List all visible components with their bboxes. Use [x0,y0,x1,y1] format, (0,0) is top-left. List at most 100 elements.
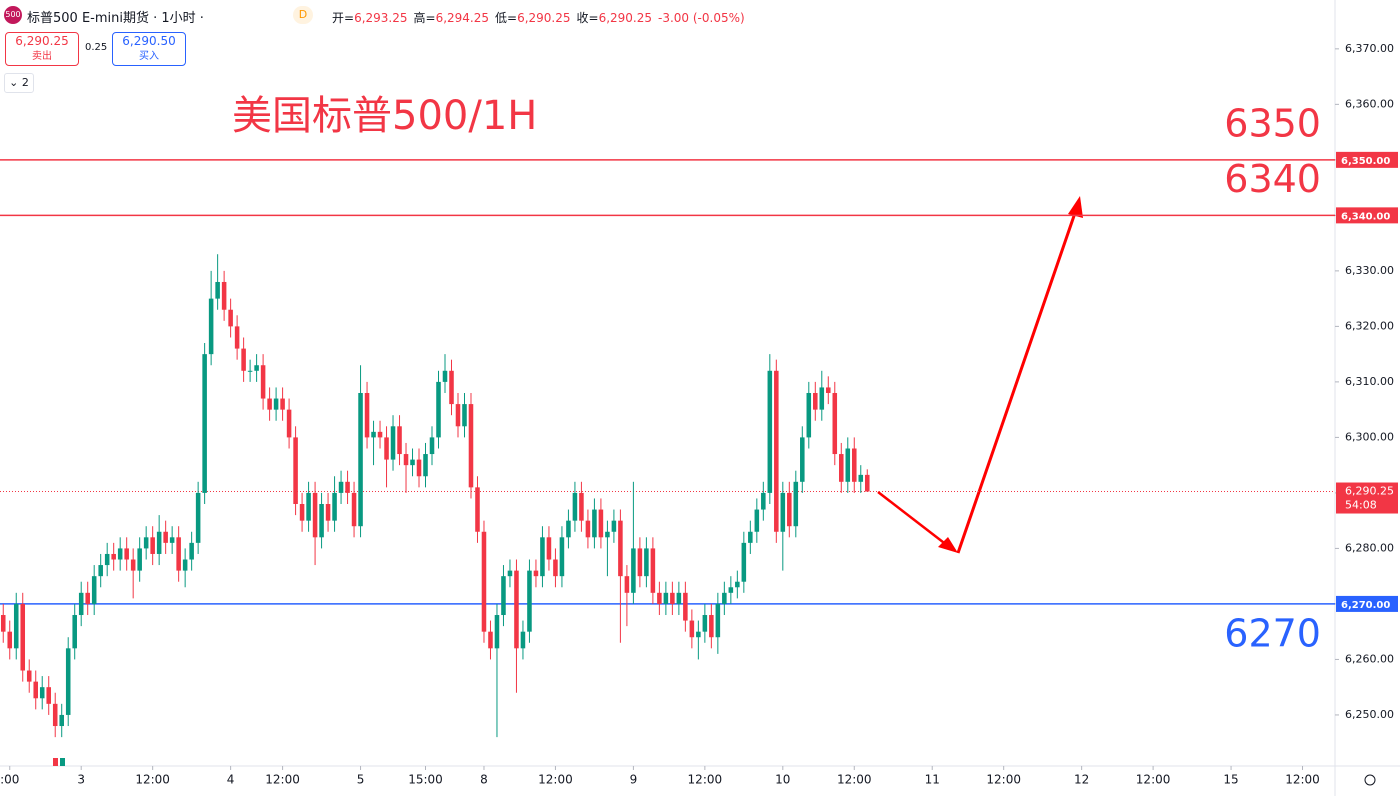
candle-body [39,687,45,699]
candle-body [741,542,747,582]
candle-body [390,426,396,460]
candle-body [130,559,136,571]
candle-body [150,537,155,554]
ohlc-value: 6,290.25 [517,11,571,25]
change: -3.00 (-0.05%) [658,11,745,25]
x-tick-label: 12:00 [265,773,300,787]
candle-body [332,492,337,521]
x-tick-label: :00 [0,773,19,787]
candle-body [377,431,383,438]
ohlc-value: 6,294.25 [435,11,489,25]
level-badge-label: 6,350.00 [1341,156,1390,167]
candle-body [85,592,90,604]
candle-body [644,548,649,577]
candle-body [20,603,26,671]
level-badge [1336,151,1398,168]
candle-body [864,474,870,492]
candle-body [0,615,6,632]
candle-body [176,537,181,571]
candle-body [98,565,103,577]
candle-body [195,492,201,543]
candle-body [650,548,656,593]
candle-body [462,404,467,427]
candle-body [33,681,39,699]
candle-body [722,592,727,604]
status-badge: D [293,6,313,24]
candle-body [338,481,344,493]
x-tick-label: 15:00 [408,773,443,787]
candle-body [709,615,714,638]
candle-body [728,587,734,593]
candle-body [65,648,71,715]
candle-body [104,553,110,566]
candle-body [273,398,279,410]
candle-body [832,392,838,455]
y-tick-label: 6,370.00 [1345,42,1394,55]
y-tick-label: 6,280.00 [1345,541,1394,554]
candle-body [202,354,207,493]
settings-icon[interactable] [1364,774,1376,786]
candle-body [59,714,64,727]
candle-body [156,531,162,554]
candle-body [657,592,662,604]
candle-body [52,703,58,727]
ohlc-value: 6,290.25 [598,11,652,25]
candle-body [111,553,116,560]
marker [60,758,65,766]
candle-body [598,509,604,538]
candle-body [826,387,831,393]
candle-body [293,437,298,505]
candle-body [585,520,591,538]
candle-body [787,492,792,527]
y-tick-label: 6,360.00 [1345,97,1394,110]
buy-button[interactable]: 6,290.50 买入 [112,32,186,66]
x-tick-label: 5 [357,773,365,787]
candle-body [761,492,766,510]
ohlc-label: 低= [495,11,518,25]
sell-button[interactable]: 6,290.25 卖出 [5,32,79,66]
candle-body [507,570,513,577]
symbol-title[interactable]: 标普500 E-mini期货 · 1小时 · [27,11,204,26]
x-tick-label: 12 [1074,773,1089,787]
candle-body [670,592,675,604]
candle-body [579,492,584,521]
x-tick-label: 12:00 [538,773,573,787]
candle-body [124,548,129,560]
candle-body [182,559,188,571]
candle-body [514,570,519,649]
candle-body [845,448,851,482]
candle-body [91,576,97,604]
annotation: 美国标普500/1H [232,93,537,139]
candle-body [780,492,786,532]
x-tick-label: 12:00 [688,773,723,787]
symbol-icon: 500 [4,6,22,24]
candle-body [767,370,773,493]
candle-body [280,398,285,410]
indicators-toggle[interactable]: ⌄ 2 [4,73,34,93]
x-tick-label: 12:00 [135,773,170,787]
y-tick-label: 6,320.00 [1345,319,1394,332]
candle-body [7,631,13,649]
candle-body [169,537,175,543]
level-label: 6350 [1224,101,1321,145]
x-tick-label: 8 [480,773,488,787]
candle-body [299,504,305,521]
candle-body [260,365,266,399]
ohlc-label: 高= [413,11,436,25]
level-badge [1336,207,1398,224]
candle-body [13,603,19,649]
candle-body [553,559,558,577]
candle-body [793,481,799,527]
sell-price: 6,290.25 [15,34,69,48]
candle-body [481,531,487,632]
candle-body [429,437,435,455]
candle-body [312,492,318,538]
y-tick-label: 6,310.00 [1345,375,1394,388]
candle-body [215,281,220,299]
candle-body [410,459,415,466]
candle-body [442,370,448,382]
x-tick-label: 3 [77,773,85,787]
candle-body [267,398,272,410]
candle-body [501,576,506,616]
